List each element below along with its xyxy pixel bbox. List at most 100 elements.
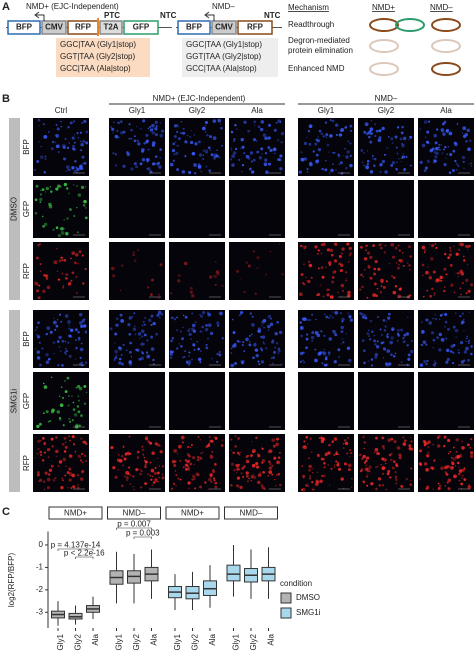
cell: [236, 467, 240, 471]
cell: [425, 343, 428, 346]
cell: [402, 442, 407, 446]
cell: [208, 477, 212, 482]
cell: [36, 335, 41, 339]
cell: [365, 132, 369, 136]
cell: [109, 327, 113, 331]
cell: [452, 446, 455, 449]
cell: [444, 252, 447, 256]
cell: [78, 250, 82, 254]
cell: [446, 153, 449, 156]
cell: [141, 335, 144, 338]
cell: [75, 292, 78, 295]
cell: [140, 342, 144, 346]
cell: [331, 280, 335, 284]
cell: [54, 476, 57, 480]
cell: [391, 142, 394, 144]
cell: [332, 163, 334, 165]
cell: [136, 456, 140, 459]
cell: [52, 320, 57, 325]
cell: [308, 124, 313, 129]
cell: [361, 313, 365, 317]
cell: [377, 267, 381, 271]
cell: [383, 328, 387, 332]
cell: [369, 170, 374, 174]
cell: [143, 456, 146, 459]
cell: [123, 457, 127, 461]
cell: [363, 164, 366, 167]
cell: [132, 475, 135, 478]
cell: [392, 290, 397, 295]
cell: [365, 464, 368, 467]
cell: [112, 274, 116, 278]
cell: [45, 410, 49, 414]
cell: [154, 120, 158, 124]
cell: [234, 345, 237, 348]
x-tick-label: Gly2: [132, 633, 141, 650]
x-tick-label: Gly2: [249, 633, 258, 650]
cell: [323, 363, 327, 367]
cell: [193, 463, 195, 466]
cell: [434, 314, 436, 316]
cell: [143, 333, 147, 337]
cell: [39, 270, 42, 272]
cell: [210, 439, 214, 443]
cell: [303, 361, 306, 364]
cell: [212, 469, 216, 474]
cell: [45, 332, 48, 336]
cell: [384, 170, 388, 174]
cell: [397, 294, 402, 299]
cell: [133, 139, 137, 143]
cell: [324, 452, 328, 455]
cell: [421, 245, 426, 250]
cell: [57, 234, 61, 238]
cell: [210, 454, 212, 456]
cell: [198, 153, 203, 157]
cell: [329, 134, 333, 138]
cell: [395, 475, 398, 478]
cell: [189, 462, 192, 466]
cell: [458, 469, 463, 473]
cell: [310, 276, 313, 279]
cell: [307, 443, 309, 445]
cell: [265, 170, 269, 175]
cell: [78, 386, 83, 391]
cell: [130, 356, 133, 358]
cell: [114, 349, 119, 354]
cell: [389, 340, 394, 345]
cell: [44, 155, 47, 158]
cell: [132, 327, 137, 332]
cell: [407, 245, 412, 249]
cell: [57, 151, 60, 153]
cell: [371, 157, 374, 160]
cell: [191, 478, 194, 481]
cell: [128, 466, 131, 469]
cell: [66, 165, 70, 169]
cell: [39, 201, 42, 203]
cell: [419, 478, 421, 480]
cell: [79, 140, 82, 143]
channel-label: GFP: [22, 393, 31, 409]
cell: [53, 317, 55, 320]
cell: [260, 360, 265, 364]
cell: [128, 316, 132, 320]
cell: [338, 355, 341, 358]
channel-label: BFP: [22, 331, 31, 347]
cell: [63, 182, 68, 187]
cell: [440, 466, 444, 471]
cell: [261, 320, 265, 324]
cell: [140, 329, 145, 334]
cell: [202, 126, 206, 131]
cell: [255, 436, 258, 439]
cell: [73, 215, 76, 217]
cell: [372, 164, 376, 168]
cell: [349, 142, 352, 145]
cell: [113, 467, 116, 470]
construct-label: BFP: [186, 23, 203, 32]
cell: [301, 465, 304, 467]
cell: [265, 130, 267, 132]
cell: [157, 313, 160, 316]
cell: [58, 417, 61, 420]
x-tick-label: Gly2: [191, 633, 200, 650]
cell: [251, 322, 255, 327]
cell: [387, 438, 391, 442]
